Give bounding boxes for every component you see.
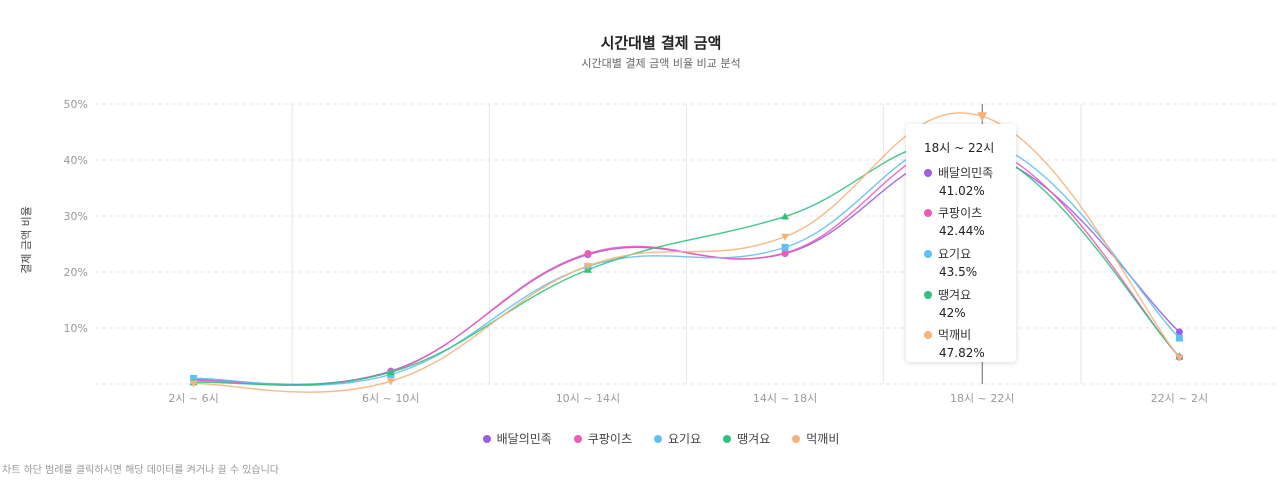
y-tick-label: 30% xyxy=(64,210,88,223)
series-line-4 xyxy=(193,141,1180,386)
legend-item-yogiyo[interactable]: 요기요 xyxy=(654,430,701,447)
legend-dot-icon xyxy=(573,434,582,443)
tooltip-item-mukkebi: 먹깨비 47.82% xyxy=(924,326,1014,360)
data-point xyxy=(386,368,395,376)
y-tick-label: 50% xyxy=(64,98,88,111)
x-tick-label: 6시 ~ 10시 xyxy=(362,392,419,405)
tooltip-item-value: 43.5% xyxy=(939,265,978,279)
legend-dot-icon xyxy=(792,434,801,443)
data-point xyxy=(781,233,790,241)
tooltip-item-ddangyo: 땡겨요 42% xyxy=(924,286,1014,320)
legend-label: 땡겨요 xyxy=(737,432,771,446)
y-tick-label: 20% xyxy=(64,266,88,279)
tooltip-item-coupang: 쿠팡이츠 42.44% xyxy=(924,204,1014,238)
data-point xyxy=(781,212,790,220)
series-line-3 xyxy=(193,137,1180,387)
line-chart: 10% 20% 30% 40% 50% 2시 ~ 6시 6시 ~ 10시 10시 ~ 14시 1… xyxy=(20,98,1278,405)
x-tick-label: 18시 ~ 22시 xyxy=(950,392,1014,405)
series-line-5 xyxy=(193,112,1180,393)
chart-legend: 배달의민족 쿠팡이츠 요기요 땡겨요 먹깨비 xyxy=(0,430,1280,447)
tooltip-item-name: 쿠팡이츠 xyxy=(938,206,983,220)
legend-dot-icon xyxy=(482,434,491,443)
series-dot-icon xyxy=(924,290,932,299)
tooltip-item-baemin: 배달의민족 41.02% xyxy=(924,164,1014,198)
legend-item-mukkebi[interactable]: 먹깨비 xyxy=(792,430,839,447)
x-tick-label: 14시 ~ 18시 xyxy=(753,392,817,405)
tooltip-item-value: 42% xyxy=(939,306,966,320)
legend-label: 먹깨비 xyxy=(806,432,840,446)
legend-item-coupang[interactable]: 쿠팡이츠 xyxy=(573,430,632,447)
tooltip: 18시 ~ 22시 배달의민족 41.02% 쿠팡이츠 42.44% 요기요 4… xyxy=(906,124,1016,362)
footnote: 차트 하단 범례를 클릭하시면 해당 데이터를 켜거나 끌 수 있습니다 xyxy=(2,465,280,476)
tooltip-item-value: 41.02% xyxy=(939,184,985,198)
legend-label: 쿠팡이츠 xyxy=(587,432,632,446)
data-point xyxy=(189,380,198,388)
data-point xyxy=(781,249,789,257)
tooltip-item-name: 배달의민족 xyxy=(938,166,994,180)
legend-label: 배달의민족 xyxy=(496,432,552,446)
x-tick-label: 22시 ~ 2시 xyxy=(1151,392,1208,405)
tooltip-item-value: 47.82% xyxy=(939,346,985,360)
x-tick-label: 2시 ~ 6시 xyxy=(168,392,218,405)
legend-item-ddangyo[interactable]: 땡겨요 xyxy=(723,430,770,447)
data-point xyxy=(1175,334,1183,342)
legend-dot-icon xyxy=(654,434,662,443)
tooltip-item-name: 먹깨비 xyxy=(938,328,972,342)
tooltip-item-name: 요기요 xyxy=(938,247,972,261)
chart-subtitle: 시간대별 결제 금액 비율 비교 분석 xyxy=(581,57,741,70)
legend-label: 요기요 xyxy=(668,432,702,446)
tooltip-item-value: 42.44% xyxy=(939,224,985,238)
series-dot-icon xyxy=(924,249,932,258)
series-dot-icon xyxy=(924,168,932,177)
legend-dot-icon xyxy=(723,434,732,443)
y-tick-label: 10% xyxy=(64,322,88,335)
tooltip-item-yogiyo: 요기요 43.5% xyxy=(924,245,1014,279)
data-point xyxy=(386,378,395,386)
y-tick-label: 40% xyxy=(64,154,88,167)
legend-item-baemin[interactable]: 배달의민족 xyxy=(482,430,552,447)
y-axis-label: 결제 금액 비율 xyxy=(20,206,33,274)
data-point xyxy=(1175,354,1184,362)
chart-title: 시간대별 결제 금액 xyxy=(600,34,722,52)
series-dot-icon xyxy=(924,208,932,217)
data-point xyxy=(781,243,789,251)
data-point xyxy=(1175,328,1183,336)
data-point xyxy=(583,262,592,270)
data-point xyxy=(977,112,988,122)
series-dot-icon xyxy=(924,330,932,339)
data-point xyxy=(584,250,592,258)
x-tick-label: 10시 ~ 14시 xyxy=(556,392,620,405)
tooltip-item-name: 땡겨요 xyxy=(938,288,972,302)
tooltip-title: 18시 ~ 22시 xyxy=(924,141,995,155)
